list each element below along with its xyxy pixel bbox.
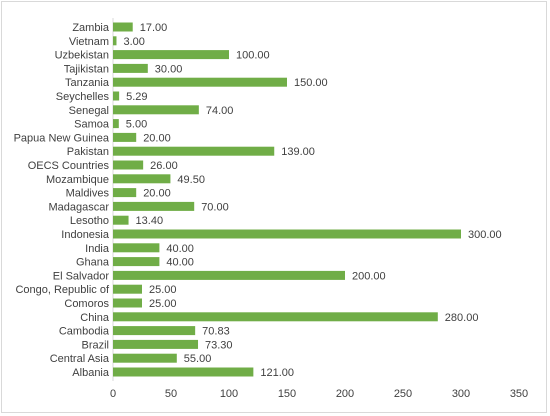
bar [113, 229, 461, 239]
category-label: OECS Countries [28, 160, 110, 172]
category-label: Lesotho [70, 215, 109, 227]
bar [113, 298, 142, 308]
data-label: 121.00 [260, 367, 294, 379]
category-label: Senegal [69, 105, 109, 117]
bar [113, 312, 438, 322]
bar [113, 243, 160, 253]
category-label: Cambodia [59, 326, 110, 338]
x-tick-label: 300 [452, 388, 470, 400]
data-label: 20.00 [143, 132, 171, 144]
bar [113, 50, 229, 60]
category-label: Uzbekistan [55, 50, 109, 62]
x-tick-label: 100 [220, 388, 238, 400]
x-tick-label: 200 [336, 388, 354, 400]
category-label: Indonesia [61, 229, 110, 241]
category-label: Tajikistan [64, 63, 109, 75]
category-label: Samoa [74, 119, 110, 131]
data-label: 73.30 [205, 339, 233, 351]
data-label: 25.00 [149, 284, 177, 296]
category-label: India [85, 243, 110, 255]
data-label: 17.00 [140, 22, 168, 34]
category-label: China [80, 312, 110, 324]
x-tick-label: 50 [165, 388, 177, 400]
category-label: Pakistan [67, 146, 109, 158]
bar [113, 77, 287, 87]
data-label: 139.00 [281, 146, 315, 158]
data-label: 100.00 [236, 50, 270, 62]
bar [113, 284, 142, 294]
bar [113, 132, 137, 142]
category-label: Comoros [64, 298, 109, 310]
category-label: Zambia [72, 22, 110, 34]
bar [113, 119, 119, 129]
bar [113, 146, 275, 156]
x-tick-label: 0 [110, 388, 116, 400]
bar [113, 22, 133, 32]
category-label: Brazil [81, 339, 109, 351]
data-label: 26.00 [150, 160, 178, 172]
data-label: 40.00 [166, 243, 194, 255]
category-label: Tanzania [65, 77, 110, 89]
category-label: Congo, Republic of [15, 284, 110, 296]
bar [113, 326, 196, 336]
category-label: Albania [72, 367, 110, 379]
data-label: 70.83 [202, 326, 230, 338]
bar [113, 105, 199, 115]
category-label: Seychelles [56, 91, 110, 103]
bar [113, 63, 148, 73]
category-label: Papua New Guinea [14, 132, 110, 144]
data-label: 13.40 [136, 215, 164, 227]
category-label: Vietnam [69, 36, 109, 48]
bar [113, 215, 129, 225]
data-label: 30.00 [155, 63, 183, 75]
data-label: 20.00 [143, 188, 171, 200]
data-label: 5.00 [126, 119, 147, 131]
category-label: Madagascar [48, 201, 109, 213]
data-label: 74.00 [206, 105, 234, 117]
bar [113, 91, 120, 101]
bar [113, 188, 137, 198]
data-label: 25.00 [149, 298, 177, 310]
bar [113, 174, 171, 184]
bar [113, 36, 117, 46]
bar [113, 201, 195, 211]
data-label: 5.29 [126, 91, 147, 103]
x-tick-label: 250 [394, 388, 412, 400]
data-label: 3.00 [123, 36, 144, 48]
x-tick-label: 150 [278, 388, 296, 400]
bar [113, 339, 199, 349]
data-label: 55.00 [184, 353, 212, 365]
x-tick-label: 350 [510, 388, 528, 400]
bar [113, 257, 160, 267]
bar [113, 367, 254, 377]
category-label: Ghana [76, 257, 110, 269]
data-label: 49.50 [177, 174, 205, 186]
bar [113, 160, 144, 170]
data-label: 150.00 [294, 77, 328, 89]
category-label: Maldives [66, 188, 110, 200]
category-label: Central Asia [50, 353, 110, 365]
data-label: 40.00 [166, 257, 194, 269]
bar [113, 270, 345, 280]
data-label: 300.00 [468, 229, 502, 241]
data-label: 280.00 [445, 312, 479, 324]
bar [113, 353, 177, 363]
data-label: 70.00 [201, 201, 229, 213]
category-label: El Salvador [53, 270, 110, 282]
category-label: Mozambique [46, 174, 109, 186]
data-label: 200.00 [352, 270, 386, 282]
